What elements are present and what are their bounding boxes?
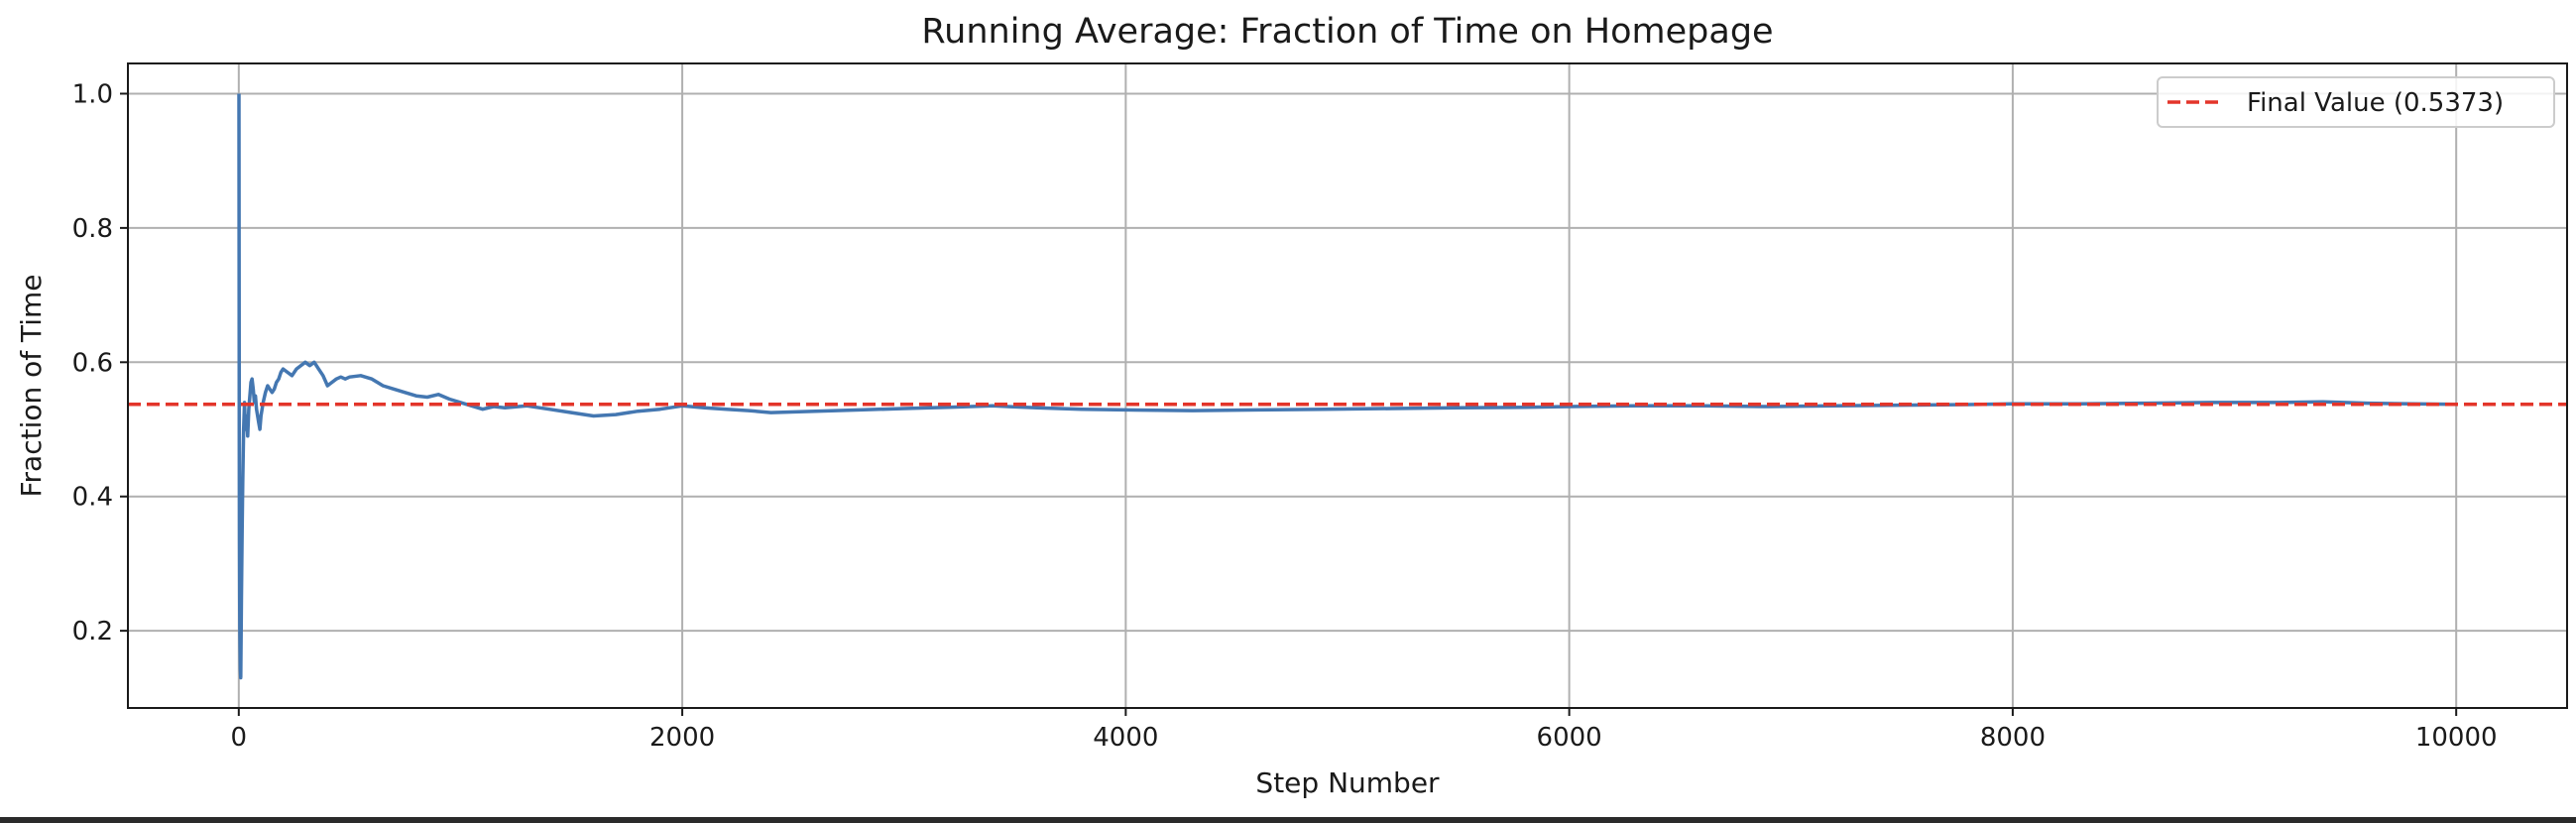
x-tick-label: 10000 xyxy=(2415,723,2498,753)
series-layer xyxy=(128,93,2567,680)
chart-title: Running Average: Fraction of Time on Hom… xyxy=(921,12,1773,52)
y-tick-label: 0.8 xyxy=(72,214,113,244)
plot-frame xyxy=(127,62,2568,709)
x-tick-label: 6000 xyxy=(1537,723,1602,753)
grid-lines xyxy=(128,63,2567,708)
legend-box xyxy=(2157,76,2555,128)
y-axis-label: Fraction of Time xyxy=(15,274,48,497)
y-axis-ticks: 0.2 0.4 0.6 0.8 1.0 xyxy=(72,79,128,647)
legend: Final Value (0.5373) xyxy=(2157,76,2555,128)
running-average-line xyxy=(237,93,2457,680)
x-tick-label: 4000 xyxy=(1093,723,1158,753)
legend-label-final-value: Final Value (0.5373) xyxy=(2247,88,2504,118)
y-tick-label: 0.4 xyxy=(72,483,113,513)
window-bottom-edge xyxy=(0,817,2576,823)
x-axis-ticks: 0 2000 4000 6000 8000 10000 xyxy=(231,708,2498,753)
x-axis-label: Step Number xyxy=(1255,766,1440,799)
x-tick-label: 0 xyxy=(231,723,248,753)
y-tick-label: 0.2 xyxy=(72,617,113,647)
x-tick-label: 8000 xyxy=(1980,723,2046,753)
y-tick-label: 1.0 xyxy=(72,79,113,109)
y-tick-label: 0.6 xyxy=(72,348,113,378)
x-tick-label: 2000 xyxy=(649,723,715,753)
